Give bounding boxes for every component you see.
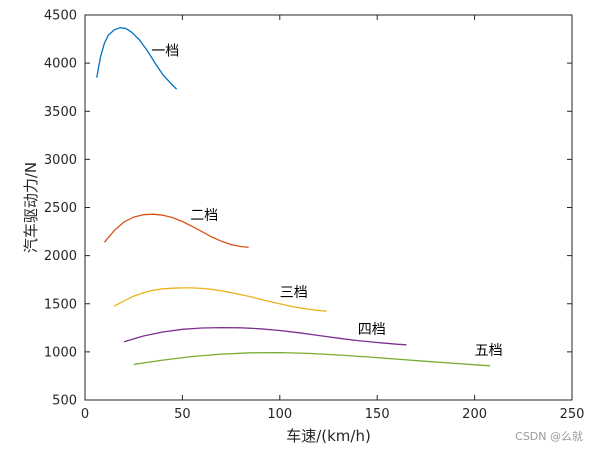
y-tick-label: 4000 bbox=[44, 57, 77, 72]
y-tick-label: 1500 bbox=[44, 297, 77, 312]
watermark: CSDN @么就 bbox=[515, 430, 583, 443]
x-tick-label: 50 bbox=[174, 407, 191, 422]
series-line bbox=[113, 287, 327, 312]
series-annotation: 四档 bbox=[358, 322, 386, 338]
y-tick-label: 4500 bbox=[44, 9, 77, 24]
y-tick-label: 1000 bbox=[44, 345, 77, 360]
y-tick-label: 3500 bbox=[44, 105, 77, 120]
series-annotation: 三档 bbox=[280, 285, 308, 301]
y-tick-label: 500 bbox=[52, 394, 77, 409]
x-tick-label: 0 bbox=[81, 407, 89, 422]
series-annotation: 五档 bbox=[475, 343, 503, 359]
x-tick-label: 250 bbox=[560, 407, 585, 422]
y-axis-label: 汽车驱动力/N bbox=[22, 162, 40, 253]
series-line bbox=[104, 213, 249, 249]
series-annotation: 一档 bbox=[151, 43, 179, 59]
plot-area: 0 50 100 150 200 250 500 1000 1500 2000 2500 3000 35… bbox=[44, 9, 585, 423]
x-tick-label: 200 bbox=[462, 407, 487, 422]
series-line bbox=[133, 351, 491, 367]
x-axis-label: 车速/(km/h) bbox=[286, 427, 371, 445]
y-tick-label: 2000 bbox=[44, 249, 77, 264]
y-tick-label: 3000 bbox=[44, 153, 77, 168]
x-tick-label: 150 bbox=[365, 407, 390, 422]
y-tick-label: 2500 bbox=[44, 201, 77, 216]
series-line bbox=[96, 27, 178, 90]
series-line bbox=[123, 326, 407, 346]
x-tick-label: 100 bbox=[267, 407, 292, 422]
series-annotation: 二档 bbox=[190, 208, 218, 224]
